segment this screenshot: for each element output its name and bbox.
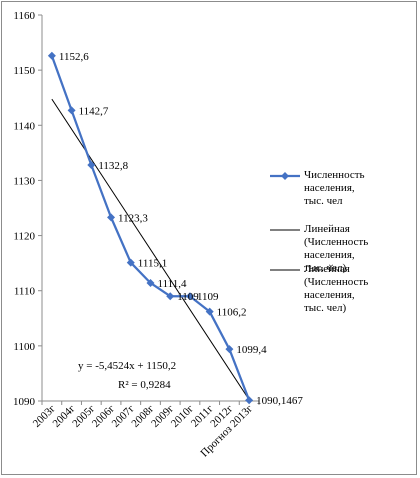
data-label: 1123,3 xyxy=(118,212,148,224)
data-point-marker xyxy=(245,396,254,405)
data-label: 1115,1 xyxy=(138,258,167,270)
data-point-marker xyxy=(107,213,116,222)
y-tick-label: 1150 xyxy=(13,65,35,77)
legend-item-trendline: Линейная (Численность населения, тыс. чел) xyxy=(270,263,368,314)
trendline-r-squared: R² = 0,9284 xyxy=(118,379,171,391)
legend: Численность населения, тыс. чел Линейная (Чи… xyxy=(270,169,368,314)
y-axis-ticks: 1090 1100 1110 1120 1130 1140 1150 1160 xyxy=(13,10,42,408)
series-layer xyxy=(47,51,254,405)
data-point-marker xyxy=(205,307,214,316)
legend-item-series: Численность населения, тыс. чел xyxy=(270,169,365,207)
data-label-layer: 1152,61142,71132,81123,31115,11111,41109… xyxy=(59,51,304,407)
data-point-marker xyxy=(67,106,76,115)
data-label: 1142,7 xyxy=(79,105,109,117)
trendline-layer xyxy=(51,98,250,401)
y-tick-label: 1090 xyxy=(13,396,36,408)
trendline-equation: y = -5,4524x + 1150,2 xyxy=(78,360,176,372)
data-label: 1132,8 xyxy=(98,160,128,172)
legend-label: Линейная (Численность населения, тыс. чел) xyxy=(304,263,368,314)
data-label: 1106,2 xyxy=(217,307,247,319)
data-label: 1109 xyxy=(197,291,219,303)
data-label: 1099,4 xyxy=(236,344,267,356)
legend-label: Численность населения, тыс. чел xyxy=(304,169,365,207)
data-point-marker xyxy=(185,292,194,301)
trendline xyxy=(51,98,250,401)
y-tick-label: 1140 xyxy=(13,120,35,132)
data-point-marker xyxy=(166,292,175,301)
y-tick-label: 1130 xyxy=(13,175,35,187)
legend-label: Линейная (Численность населения, тыс. чел) xyxy=(304,223,368,274)
data-point-marker xyxy=(126,258,135,267)
y-tick-label: 1100 xyxy=(13,341,35,353)
data-label: 1090,1467 xyxy=(256,395,303,407)
x-axis-ticks: 2003г2004г2005г2006г2007г2008г2009г2010г… xyxy=(31,401,260,460)
legend-item-trendline: Линейная (Численность населения, тыс. чел) xyxy=(270,223,368,274)
plot-area: 1090 1100 1110 1120 1130 1140 1150 1160 2003г20… xyxy=(13,10,303,460)
data-point-marker xyxy=(225,345,234,354)
y-tick-label: 1120 xyxy=(13,231,35,243)
legend-marker xyxy=(281,172,289,180)
y-tick-label: 1110 xyxy=(14,286,36,298)
data-point-marker xyxy=(146,278,155,287)
data-point-marker xyxy=(87,160,96,169)
data-label: 1111,4 xyxy=(158,278,188,290)
data-label: 1152,6 xyxy=(59,51,89,63)
data-label: 1109 xyxy=(177,291,199,303)
data-point-marker xyxy=(47,51,56,60)
y-tick-label: 1160 xyxy=(13,10,35,22)
